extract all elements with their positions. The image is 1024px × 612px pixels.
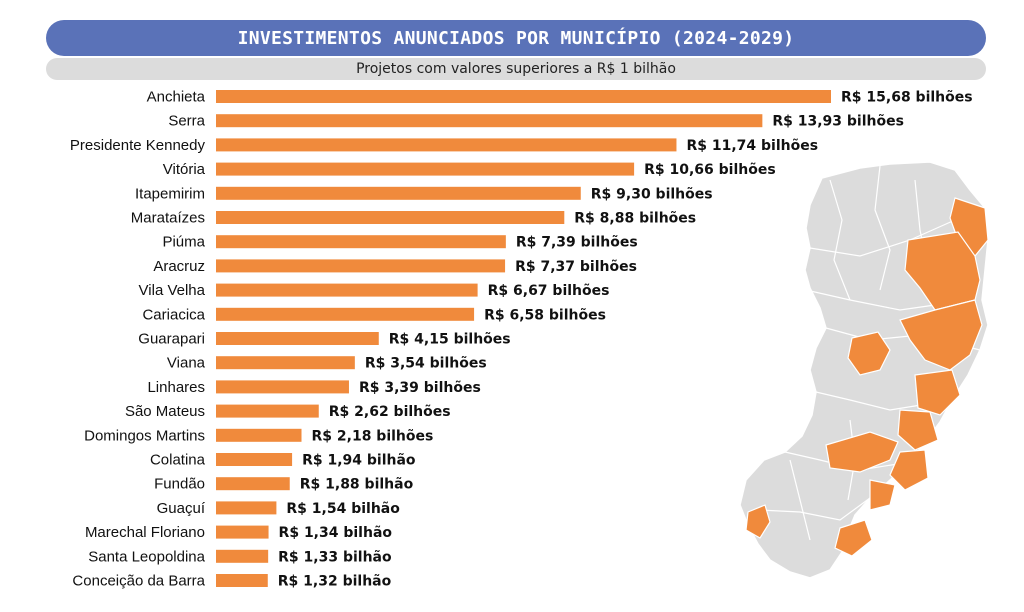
value-label-marechal-floriano: R$ 1,34 bilhão [279,525,393,541]
value-label-vila-velha: R$ 6,67 bilhões [488,283,610,299]
value-label-guacui: R$ 1,54 bilhão [286,501,400,517]
value-label-linhares: R$ 3,39 bilhões [359,380,481,396]
value-label-domingos-martins: R$ 2,18 bilhões [312,428,434,444]
value-label-presidente-kennedy: R$ 11,74 bilhões [686,138,818,154]
value-label-sao-mateus: R$ 2,62 bilhões [329,404,451,420]
map-region-guacui [745,504,771,539]
value-label-conceicao-da-barra: R$ 1,32 bilhão [278,574,392,590]
map-region-serra [897,409,939,451]
category-label-guarapari: Guarapari [138,331,205,348]
map-region-guarapari [869,479,896,511]
category-label-aracruz: Aracruz [153,258,205,275]
bar-marechal-floriano [216,525,269,539]
category-label-sao-mateus: São Mateus [125,403,205,420]
bar-serra [216,114,763,128]
map-borders [759,165,981,541]
value-label-piuma: R$ 7,39 bilhões [516,235,638,251]
category-label-serra: Serra [168,113,205,130]
category-label-conceicao-da-barra: Conceição da Barra [72,573,205,590]
bar-viana [216,356,355,370]
bar-guacui [216,501,277,515]
category-label-itapemirim: Itapemirim [135,185,205,202]
chart-subtitle: Projetos com valores superiores a R$ 1 b… [46,58,986,80]
value-label-cariacica: R$ 6,58 bilhões [484,307,606,323]
bar-colatina [216,453,293,466]
category-label-linhares: Linhares [147,379,205,396]
value-label-itapemirim: R$ 9,30 bilhões [591,186,713,202]
map-highlighted-municipalities [745,197,989,557]
value-label-anchieta: R$ 15,68 bilhões [841,90,973,106]
value-label-marataizes: R$ 8,88 bilhões [574,211,696,227]
map-region-domingos-martins [825,431,899,473]
map-region-vitoria [889,449,929,491]
value-label-colatina: R$ 1,94 bilhão [302,453,416,469]
category-label-cariacica: Cariacica [142,306,205,323]
bar-itapemirim [216,186,581,200]
bar-cariacica [216,307,475,321]
bar-vila-velha [216,283,478,297]
bar-anchieta [216,90,831,103]
espirito-santo-map-icon [739,161,989,579]
category-label-vila-velha: Vila Velha [139,282,206,299]
bar-santa-leopoldina [216,549,269,563]
category-label-marechal-floriano: Marechal Floriano [85,524,205,541]
value-label-aracruz: R$ 7,37 bilhões [515,259,637,275]
category-label-viana: Viana [167,355,206,372]
category-label-anchieta: Anchieta [147,89,206,106]
map-region-itapemirim [834,519,873,557]
value-label-viana: R$ 3,54 bilhões [365,356,487,372]
category-label-domingos-martins: Domingos Martins [84,427,205,444]
category-label-presidente-kennedy: Presidente Kennedy [70,137,206,154]
map-region-aracruz [914,369,961,416]
category-label-marataizes: Marataízes [131,210,205,227]
map-region-colatina [847,331,891,376]
value-label-santa-leopoldina: R$ 1,33 bilhão [278,549,392,565]
bar-piuma [216,235,506,249]
bar-vitoria [216,162,635,176]
bar-fundao [216,477,290,491]
bar-conceicao-da-barra [216,574,268,587]
bar-presidente-kennedy [216,138,677,152]
category-label-fundao: Fundão [154,476,205,493]
bar-linhares [216,380,349,394]
value-label-guarapari: R$ 4,15 bilhões [389,332,511,348]
bar-aracruz [216,259,506,273]
category-label-colatina: Colatina [150,452,206,469]
value-label-fundao: R$ 1,88 bilhão [300,477,414,493]
bar-guarapari [216,332,379,345]
map-region-linhares-south [899,299,983,371]
category-label-santa-leopoldina: Santa Leopoldina [88,548,205,565]
bar-domingos-martins [216,428,302,442]
bar-sao-mateus [216,404,319,418]
chart-title: INVESTIMENTOS ANUNCIADOS POR MUNICÍPIO (… [46,20,986,56]
bar-marataizes [216,211,565,224]
category-label-vitoria: Vitória [163,161,206,178]
category-label-guacui: Guaçuí [157,500,206,517]
category-label-piuma: Piúma [162,234,205,251]
value-label-vitoria: R$ 10,66 bilhões [644,162,776,178]
value-label-serra: R$ 13,93 bilhões [772,114,904,130]
